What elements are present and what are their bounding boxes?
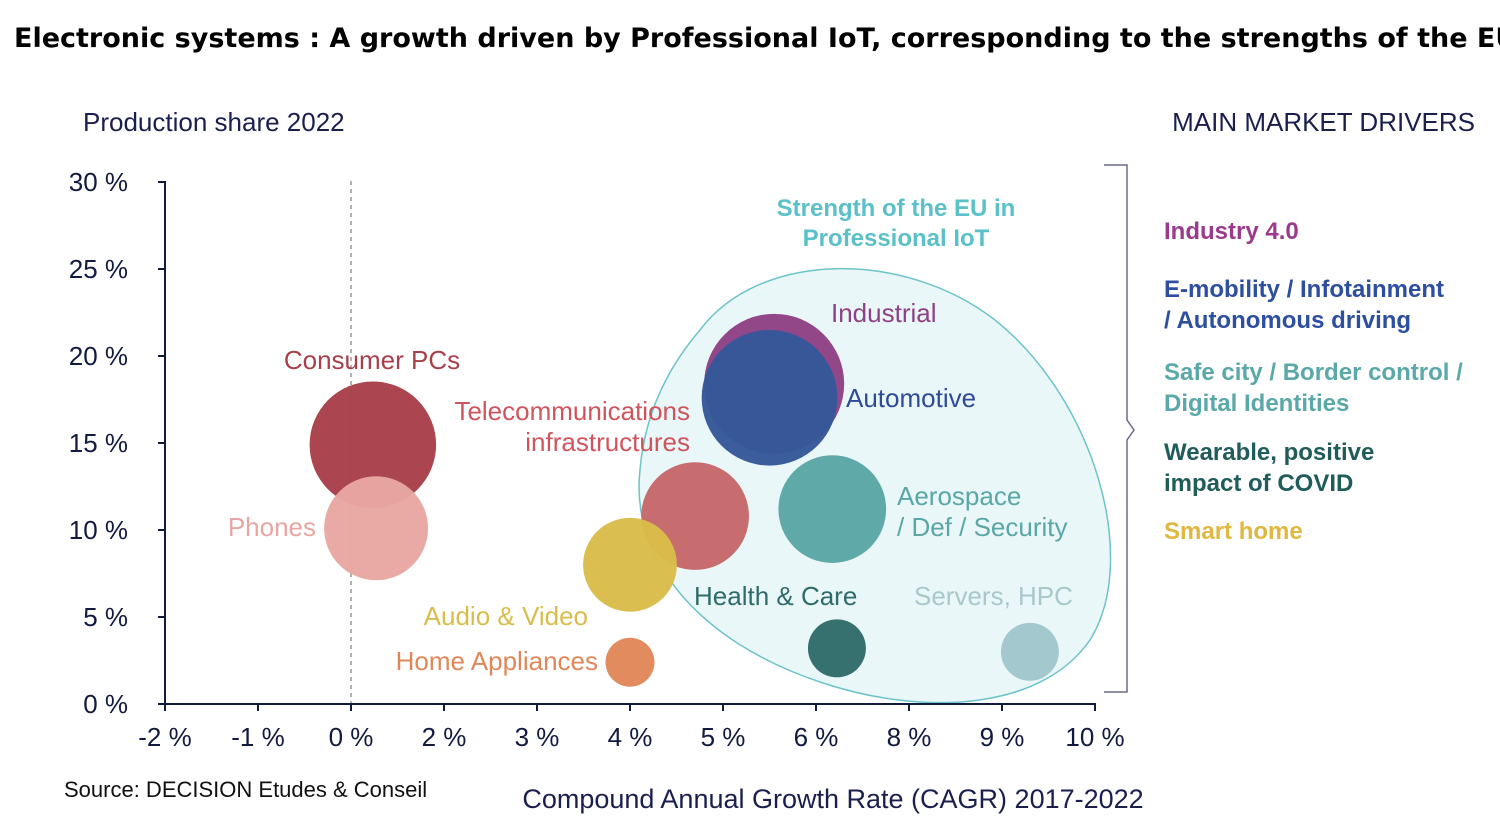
bubble-audio-video <box>583 517 677 612</box>
y-tick-label: 0 % <box>83 689 128 719</box>
label-automotive: Automotive <box>846 383 976 413</box>
driver-industry: Industry 4.0 <box>1164 218 1299 245</box>
bubble-aerospace-def-security <box>778 455 887 563</box>
chart-title: Electronic systems : A growth driven by … <box>14 23 1500 54</box>
y-tick-label: 30 % <box>69 167 128 197</box>
x-tick-label: 8 % <box>887 722 932 752</box>
bubble-automotive <box>701 329 838 466</box>
x-tick-label: 3 % <box>515 722 560 752</box>
bubble-phones <box>324 476 429 581</box>
x-tick-label: -1 % <box>231 722 284 752</box>
label-health-care: Health & Care <box>694 581 857 611</box>
bubble-labels: Consumer PCs Phones Telecommunications i… <box>228 298 1073 676</box>
x-axis-label: Compound Annual Growth Rate (CAGR) 2017-… <box>522 784 1143 814</box>
x-tick-label: 2 % <box>422 722 467 752</box>
label-telecom: Telecommunications <box>454 396 690 426</box>
strength-annotation: Strength of the EU in Professional IoT <box>777 195 1016 252</box>
y-tick-label: 10 % <box>69 515 128 545</box>
x-tick-label: 9 % <box>980 722 1025 752</box>
y-tick-label: 25 % <box>69 254 128 284</box>
bubble-health-care <box>807 619 866 678</box>
y-tick-label: 15 % <box>69 428 128 458</box>
driver-smart-home: Smart home <box>1164 518 1303 545</box>
label-aerospace: / Def / Security <box>897 512 1068 542</box>
x-tick-label: 4 % <box>608 722 653 752</box>
bubble-servers-hpc <box>1000 622 1059 681</box>
label-aerospace: Aerospace <box>897 481 1021 511</box>
y-tick-label: 5 % <box>83 602 128 632</box>
label-industrial: Industrial <box>831 298 937 328</box>
driver-safe-city: Digital Identities <box>1164 390 1349 417</box>
annotation-line: Professional IoT <box>803 225 990 252</box>
label-telecom: infrastructures <box>525 427 690 457</box>
label-consumer-pcs: Consumer PCs <box>284 345 460 375</box>
driver-emobility: / Autonomous driving <box>1164 307 1411 334</box>
bubble-consumer-pcs <box>309 381 437 508</box>
x-tick-label: 0 % <box>329 722 374 752</box>
driver-wearable: impact of COVID <box>1164 470 1353 497</box>
annotation-line: Strength of the EU in <box>777 195 1016 222</box>
x-tick-label: 6 % <box>794 722 839 752</box>
x-tick-label: 10 % <box>1065 722 1124 752</box>
driver-safe-city: Safe city / Border control / <box>1164 359 1463 386</box>
driver-wearable: Wearable, positive <box>1164 439 1374 466</box>
x-tick-label: -2 % <box>138 722 191 752</box>
drivers-title: MAIN MARKET DRIVERS <box>1172 107 1475 137</box>
bubble-home-appliances <box>605 637 655 687</box>
drivers-bracket <box>1104 164 1135 693</box>
label-servers-hpc: Servers, HPC <box>914 581 1073 611</box>
x-tick-label: 5 % <box>701 722 746 752</box>
label-phones: Phones <box>228 512 316 542</box>
source-note: Source: DECISION Etudes & Conseil <box>64 777 427 802</box>
driver-emobility: E-mobility / Infotainment <box>1164 276 1444 303</box>
y-tick-label: 20 % <box>69 341 128 371</box>
drivers-list: Industry 4.0 E-mobility / Infotainment /… <box>1164 218 1463 545</box>
label-home-appliances: Home Appliances <box>396 646 598 676</box>
y-axis-label: Production share 2022 <box>83 107 345 137</box>
label-audio-video: Audio & Video <box>424 601 588 631</box>
